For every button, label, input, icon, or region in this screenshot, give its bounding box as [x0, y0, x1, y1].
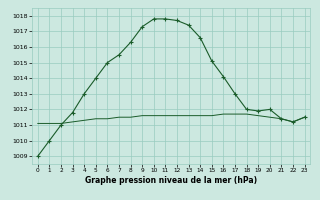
- X-axis label: Graphe pression niveau de la mer (hPa): Graphe pression niveau de la mer (hPa): [85, 176, 257, 185]
